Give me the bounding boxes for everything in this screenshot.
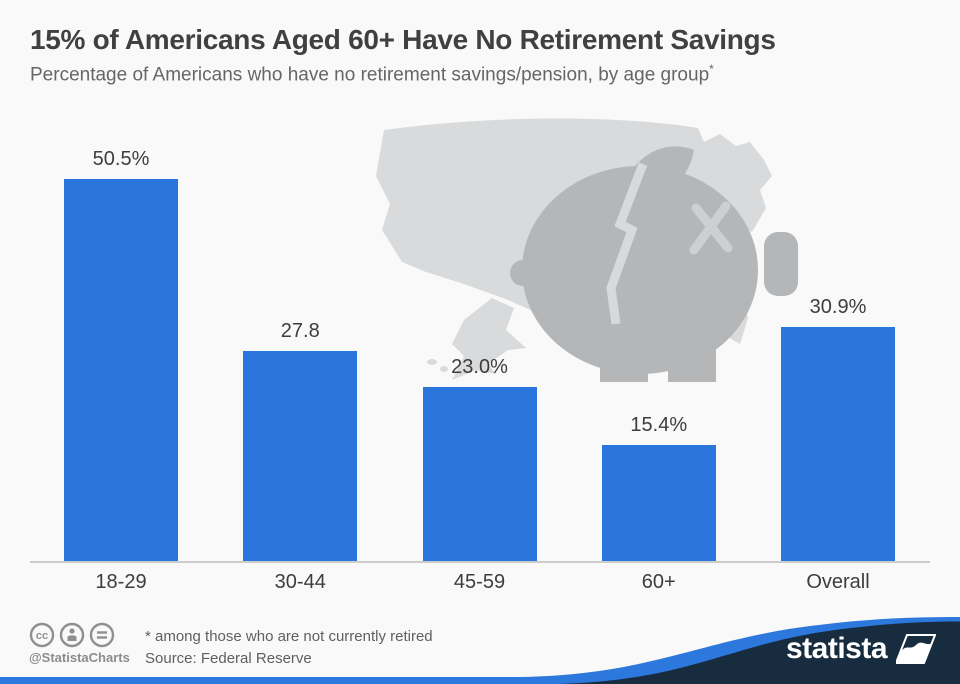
x-eye-icon: [689, 201, 733, 255]
svg-text:cc: cc: [36, 630, 48, 642]
page-subtitle: Percentage of Americans who have no reti…: [30, 62, 940, 86]
statista-logo-text: statista: [786, 632, 888, 665]
statista-charts-handle[interactable]: @StatistaCharts: [29, 650, 130, 665]
x-axis-category-label: 30-44: [274, 571, 326, 593]
cc-icon[interactable]: cc: [29, 622, 55, 648]
cc-license-icons[interactable]: cc: [29, 622, 115, 648]
statista-logo[interactable]: statista: [786, 632, 937, 666]
bar-18-29: [64, 179, 178, 561]
broken-piggy-bank-icon: [510, 146, 798, 382]
bar-60+: [601, 445, 716, 561]
footnote-marker: *: [709, 62, 714, 76]
bottom-wave-decoration: [0, 617, 960, 684]
equals-icon[interactable]: [89, 622, 115, 648]
statista-logo-mark-icon: [896, 634, 937, 664]
subtitle-text: Percentage of Americans who have no reti…: [30, 64, 710, 86]
bar-value-label: 15.4%: [630, 414, 688, 436]
bar-45-59: [422, 387, 537, 561]
attribution-person-icon[interactable]: [59, 622, 85, 648]
bar-value-label: 50.5%: [92, 148, 150, 170]
x-axis-category-label: Overall: [806, 571, 870, 593]
source-text: Source: Federal Reserve: [145, 650, 312, 667]
bar-30-44: [243, 351, 358, 561]
footnote-text: * among those who are not currently reti…: [145, 628, 433, 645]
chart-area: 50.5% 18-29 27.8 30-44 23.0% 45-59 15.4% 60+ 30.…: [30, 120, 930, 593]
us-map-piggy-bank-graphic: [376, 118, 798, 382]
x-axis-category-label: 60+: [641, 571, 676, 593]
x-axis-category-label: 18-29: [95, 571, 147, 593]
bar-value-label: 30.9%: [809, 296, 867, 318]
bar-value-label: 23.0%: [451, 356, 508, 378]
x-axis-category-label: 45-59: [453, 571, 506, 593]
bar-value-label: 27.8: [280, 320, 320, 342]
bar-Overall: [781, 327, 895, 561]
page-title: 15% of Americans Aged 60+ Have No Retire…: [30, 24, 776, 55]
